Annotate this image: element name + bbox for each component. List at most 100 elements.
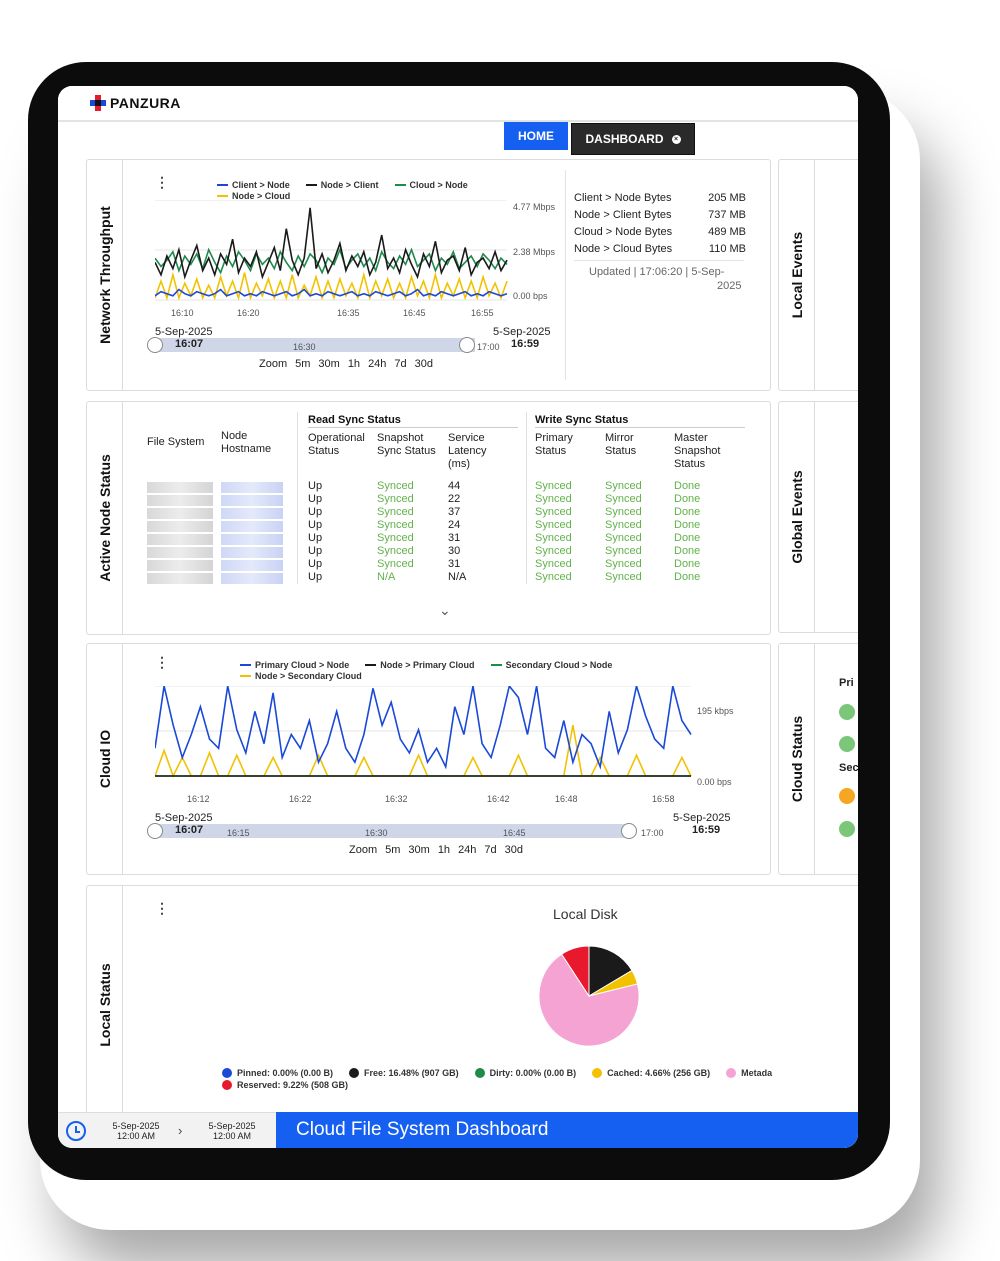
zoom-1h[interactable]: 1h (437, 844, 451, 856)
zoom-24h[interactable]: 24h (368, 358, 387, 370)
file-system-cell (147, 482, 213, 493)
panel-title: Network Throughput (96, 206, 113, 344)
node-cell-mir: Synced (605, 545, 642, 557)
node-cell-op: Up (308, 480, 323, 492)
close-icon[interactable]: × (671, 134, 681, 144)
node-cell-pri: Synced (535, 558, 572, 570)
range-end-time: 16:59 (511, 338, 540, 350)
status-dot-orange (839, 788, 855, 804)
zoom-30d[interactable]: 30d (414, 358, 434, 370)
column-divider (297, 412, 298, 584)
zoom-label: Zoom (349, 844, 378, 856)
node-cell-mir: Synced (605, 506, 642, 518)
node-cell-snap: Synced (377, 545, 414, 557)
chart-legend: Primary Cloud > Node Node > Primary Clou… (240, 660, 680, 681)
node-cell-op: Up (308, 558, 323, 570)
panel-side-title: Cloud Status (779, 644, 815, 874)
zoom-1h[interactable]: 1h (347, 358, 361, 370)
local-status-panel: Local Status ⋮ Local Disk Pinned: 0.00% … (86, 885, 858, 1125)
zoom-7d[interactable]: 7d (394, 358, 407, 370)
expand-chevron-icon[interactable]: ⌄ (439, 602, 451, 618)
to-date[interactable]: 5-Sep-2025 12:00 AM (202, 1121, 262, 1141)
zoom-7d[interactable]: 7d (484, 844, 497, 856)
range-start-handle[interactable] (147, 337, 163, 353)
node-cell-lat: 31 (448, 558, 461, 570)
range-slider-track[interactable] (155, 824, 631, 838)
status-dot-green (839, 736, 855, 752)
x-tick: 16:32 (385, 794, 408, 804)
node-cell-pri: Synced (535, 571, 572, 583)
node-cell-snap: Synced (377, 506, 414, 518)
range-start-time: 16:07 (175, 824, 204, 836)
node-cell-lat: 44 (448, 480, 461, 492)
node-cell-op: Up (308, 506, 323, 518)
zoom-30m[interactable]: 30m (318, 358, 340, 370)
logo-mark-icon (90, 95, 106, 111)
x-tick: 16:22 (289, 794, 312, 804)
x-tick: 16:42 (487, 794, 510, 804)
x-tick: 16:35 (337, 308, 360, 318)
range-end-handle[interactable] (459, 337, 475, 353)
pie-slice-metadata[interactable] (538, 953, 640, 1047)
footer-bar: 5-Sep-2025 12:00 AM › 5-Sep-2025 12:00 A… (58, 1112, 858, 1148)
file-system-cell (147, 573, 213, 584)
legend-primary-cloud-node: Primary Cloud > Node (255, 660, 350, 670)
stat-value: 737 MB (708, 209, 746, 221)
range-slider-track[interactable] (155, 338, 475, 352)
node-cell-lat: N/A (448, 571, 467, 583)
brand-name: PANZURA (110, 95, 181, 111)
file-system-cell (147, 521, 213, 532)
to-date-value: 5-Sep-2025 (208, 1121, 256, 1131)
node-cell-lat: 22 (448, 493, 461, 505)
range-start-date: 5-Sep-2025 (155, 326, 213, 338)
legend-cached: Cached: 4.66% (256 GB) (607, 1068, 711, 1078)
read-sync-group: Read Sync Status (308, 414, 401, 426)
kebab-menu-icon[interactable]: ⋮ (155, 654, 169, 670)
range-start-date: 5-Sep-2025 (155, 812, 213, 824)
home-tab[interactable]: HOME (504, 122, 568, 150)
range-tick: 16:30 (365, 828, 388, 838)
from-date[interactable]: 5-Sep-2025 12:00 AM (106, 1121, 166, 1141)
range-tick: 16:30 (293, 342, 316, 352)
range-end-time: 16:59 (692, 824, 721, 836)
dashboard-tab[interactable]: DASHBOARD × (571, 123, 695, 155)
updated-timestamp: Updated | 17:06:20 | 5-Sep- (589, 266, 725, 278)
zoom-30m[interactable]: 30m (408, 844, 430, 856)
col-master-snapshot-status: Master Snapshot Status (674, 432, 721, 470)
chart-legend: Client > Node Node > Client Cloud > Node… (217, 180, 517, 201)
stat-row: Node > Cloud Bytes 110 MB (574, 243, 746, 260)
series-line-primary-cloud-node (155, 686, 692, 770)
range-end-date: 5-Sep-2025 (493, 326, 551, 338)
node-cell-snap: Synced (377, 532, 414, 544)
legend-dirty: Dirty: 0.00% (0.00 B) (489, 1068, 577, 1078)
dashboard-title: Cloud File System Dashboard (276, 1112, 858, 1148)
clock-icon[interactable] (66, 1121, 86, 1141)
date-range-selector[interactable]: 5-Sep-2025 12:00 AM › 5-Sep-2025 12:00 A… (58, 1112, 276, 1148)
chart-title: Local Disk (553, 906, 618, 922)
from-date-value: 5-Sep-2025 (112, 1121, 160, 1131)
zoom-30d[interactable]: 30d (504, 844, 524, 856)
range-end-handle[interactable] (621, 823, 637, 839)
zoom-5m[interactable]: 5m (295, 358, 311, 370)
legend-metadata: Metada (741, 1068, 773, 1078)
zoom-5m[interactable]: 5m (385, 844, 401, 856)
node-cell-op: Up (308, 571, 323, 583)
zoom-24h[interactable]: 24h (458, 844, 477, 856)
node-cell-snap: Synced (377, 493, 414, 505)
stat-label: Node > Cloud Bytes (574, 243, 673, 255)
y-tick: 2.38 Mbps (513, 247, 556, 257)
col-file-system: File System (147, 436, 205, 448)
pie-slice-free[interactable] (588, 945, 633, 997)
zoom-label: Zoom (259, 358, 288, 370)
range-start-handle[interactable] (147, 823, 163, 839)
kebab-menu-icon[interactable]: ⋮ (155, 900, 169, 916)
legend-free: Free: 16.48% (907 GB) (364, 1068, 459, 1078)
pie-slice-reserved[interactable] (560, 945, 590, 998)
series-line-cloud-node (155, 247, 508, 275)
node-cell-mas: Done (674, 558, 701, 570)
kebab-menu-icon[interactable]: ⋮ (155, 174, 169, 190)
node-cell-mas: Done (674, 480, 701, 492)
from-time-value: 12:00 AM (116, 1131, 156, 1141)
col-operational-status: Operational Status (308, 432, 365, 457)
hostname-cell (221, 573, 283, 584)
